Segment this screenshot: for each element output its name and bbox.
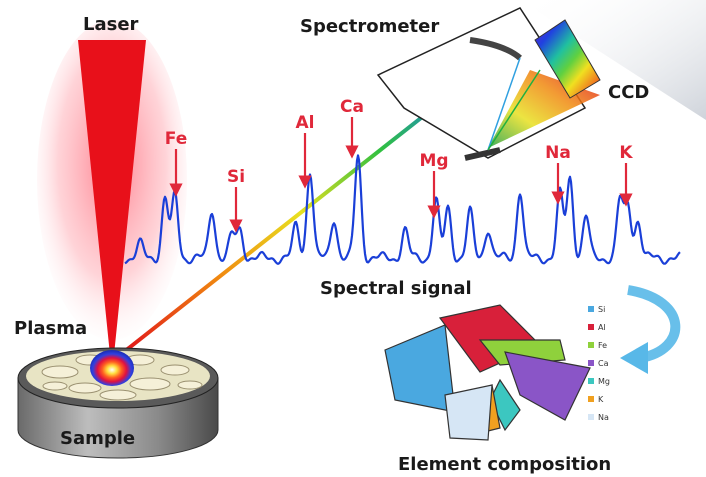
legend-swatch-fe (588, 342, 594, 348)
legend-label-na: Na (598, 413, 609, 422)
ccd-detector (534, 19, 601, 99)
legend-swatch-al (588, 324, 594, 330)
pie-slice-si (384, 324, 456, 413)
peak-label-k: K (619, 143, 633, 163)
legend-label-mg: Mg (598, 377, 610, 386)
peak-labels: Fe Si Al Ca Mg Na K (165, 97, 633, 233)
element-composition-pie (384, 304, 591, 441)
peak-label-al: Al (296, 113, 315, 133)
sample-grains (41, 354, 203, 401)
sample-dish (17, 347, 219, 459)
peak-label-na: Na (545, 143, 571, 163)
element-composition-label: Element composition (398, 454, 611, 475)
legend-label-k: K (598, 395, 604, 404)
peak-label-si: Si (227, 167, 245, 187)
element-legend: Si Al Fe Ca Mg K Na (588, 305, 610, 422)
laser-beam (78, 40, 146, 355)
detector-slot (464, 147, 501, 161)
ccd-label: CCD (608, 82, 649, 103)
pie-slice-na (444, 384, 493, 441)
spectral-signal-label: Spectral signal (320, 278, 472, 299)
curved-arrow (627, 285, 681, 363)
peak-label-fe: Fe (165, 129, 187, 149)
legend-swatch-ca (588, 360, 594, 366)
pie-slice-ca (504, 351, 591, 421)
sample-label: Sample (60, 428, 135, 449)
laser-label: Laser (83, 14, 139, 35)
legend-label-si: Si (598, 305, 605, 314)
legend-swatch-mg (588, 378, 594, 384)
plasma-label: Plasma (14, 318, 87, 339)
legend-swatch-na (588, 414, 594, 420)
grating-mirror (469, 37, 522, 61)
plasma-plume (90, 350, 134, 386)
legend-label-al: Al (598, 323, 606, 332)
curved-arrow-head (620, 342, 648, 374)
peak-label-mg: Mg (419, 151, 448, 171)
legend-swatch-si (588, 306, 594, 312)
spectrometer-label: Spectrometer (300, 16, 439, 37)
legend-swatch-k (588, 396, 594, 402)
legend-label-fe: Fe (598, 341, 607, 350)
legend-label-ca: Ca (598, 359, 609, 368)
peak-label-ca: Ca (340, 97, 364, 117)
spectral-signal-trace (124, 154, 681, 265)
